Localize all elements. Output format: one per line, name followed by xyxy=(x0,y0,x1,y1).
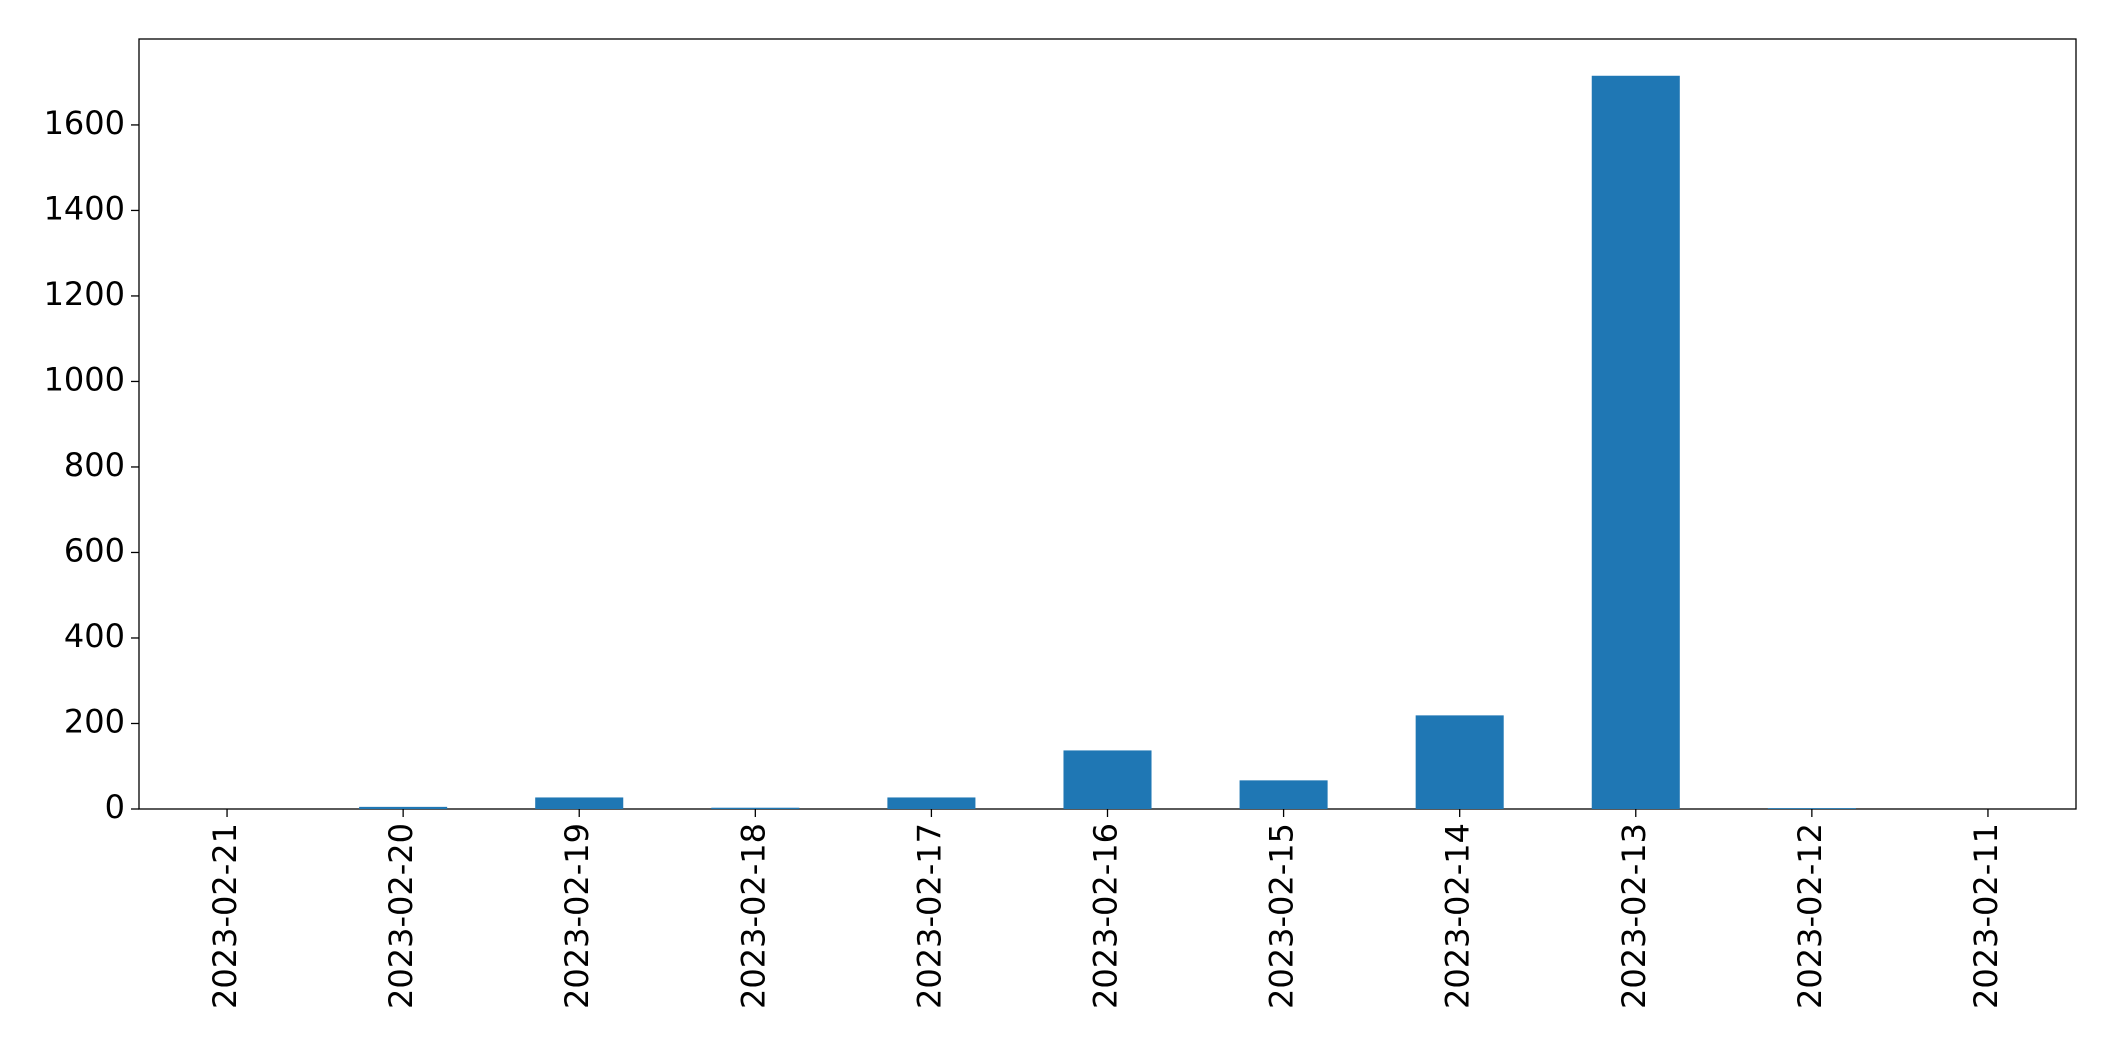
plot-frame xyxy=(138,38,2077,810)
y-tick-label: 200 xyxy=(64,702,125,740)
y-tick-label: 800 xyxy=(64,446,125,484)
y-tick-label: 1200 xyxy=(44,275,125,313)
x-tick-label: 2023-02-11 xyxy=(1967,823,2005,1009)
x-tick-label: 2023-02-16 xyxy=(1087,823,1125,1009)
bar xyxy=(1239,780,1328,809)
bar xyxy=(1063,750,1152,809)
y-tick-label: 1600 xyxy=(44,104,125,142)
y-tick-label: 600 xyxy=(64,531,125,569)
bar xyxy=(1591,75,1680,810)
bar xyxy=(535,797,624,809)
x-tick-label: 2023-02-21 xyxy=(206,823,244,1009)
y-tick-label: 1000 xyxy=(44,360,125,398)
x-tick-label: 2023-02-20 xyxy=(382,823,420,1009)
x-tick-label: 2023-02-15 xyxy=(1263,823,1301,1009)
x-tick-label: 2023-02-12 xyxy=(1791,823,1829,1009)
x-tick-label: 2023-02-19 xyxy=(558,823,596,1009)
x-tick-label: 2023-02-17 xyxy=(910,823,948,1009)
y-tick-label: 1400 xyxy=(44,189,125,227)
x-tick-label: 2023-02-18 xyxy=(734,823,772,1009)
bar xyxy=(359,806,448,809)
bar xyxy=(887,797,976,809)
y-tick-label: 0 xyxy=(105,788,125,826)
x-tick-label: 2023-02-14 xyxy=(1439,823,1477,1009)
y-tick-label: 400 xyxy=(64,617,125,655)
bar xyxy=(1415,715,1504,809)
bar xyxy=(1767,808,1856,809)
bar xyxy=(711,807,800,809)
x-tick-label: 2023-02-13 xyxy=(1615,823,1653,1009)
